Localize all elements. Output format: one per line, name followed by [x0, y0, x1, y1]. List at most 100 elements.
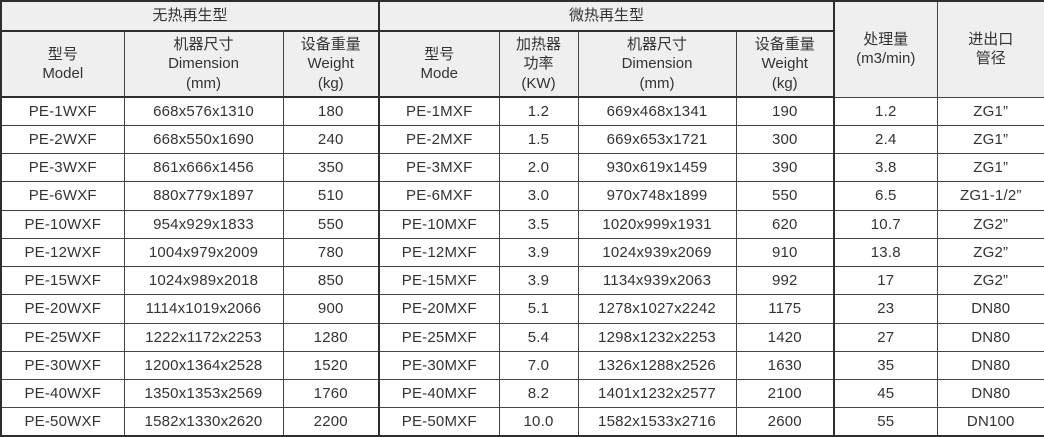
cell-pipe-size: ZG1” [936, 124, 1044, 155]
cell-weight-heatless: 2200 [282, 407, 380, 437]
cell-weight-micro: 620 [735, 209, 835, 239]
table-row: PE-3WXF 861x666x1456 350 PE-3MXF 2.0 930… [0, 152, 1044, 183]
cell-model-heatless: PE-25WXF [0, 322, 125, 352]
group-header-heatless: 无热再生型 [0, 0, 380, 32]
cell-capacity: 55 [833, 407, 938, 437]
cell-dimension-heatless: 954x929x1833 [123, 209, 284, 239]
cell-weight-heatless: 240 [282, 124, 380, 155]
cell-heater-power: 3.5 [498, 209, 579, 239]
cell-capacity: 2.4 [833, 124, 938, 155]
cell-heater-power: 5.1 [498, 294, 579, 324]
table-row: PE-30WXF 1200x1364x2528 1520 PE-30MXF 7.… [0, 350, 1044, 381]
cell-model-heatless: PE-50WXF [0, 407, 125, 437]
cell-model-micro: PE-50MXF [378, 407, 500, 437]
cell-dimension-micro: 1582x1533x2716 [577, 407, 737, 437]
cell-weight-heatless: 180 [282, 96, 380, 126]
cell-pipe-size: DN80 [936, 350, 1044, 381]
cell-heater-power: 5.4 [498, 322, 579, 352]
cell-dimension-micro: 1134x939x2063 [577, 265, 737, 296]
cell-model-heatless: PE-40WXF [0, 378, 125, 409]
cell-weight-micro: 2100 [735, 378, 835, 409]
cell-dimension-micro: 669x468x1341 [577, 96, 737, 126]
cell-model-micro: PE-10MXF [378, 209, 500, 239]
cell-model-micro: PE-1MXF [378, 96, 500, 126]
table-row: PE-2WXF 668x550x1690 240 PE-2MXF 1.5 669… [0, 124, 1044, 155]
cell-dimension-micro: 970x748x1899 [577, 181, 737, 211]
cell-pipe-size: ZG2” [936, 237, 1044, 268]
table-row: PE-10WXF 954x929x1833 550 PE-10MXF 3.5 1… [0, 209, 1044, 239]
cell-weight-heatless: 1280 [282, 322, 380, 352]
cell-model-heatless: PE-12WXF [0, 237, 125, 268]
cell-model-heatless: PE-20WXF [0, 294, 125, 324]
cell-capacity: 45 [833, 378, 938, 409]
cell-dimension-heatless: 668x576x1310 [123, 96, 284, 126]
table-header: 无热再生型 微热再生型 处理量 (m3/min) 进出口 管径 型号 Model… [0, 0, 1044, 98]
cell-weight-heatless: 850 [282, 265, 380, 296]
cell-model-heatless: PE-2WXF [0, 124, 125, 155]
column-header-row: 型号 Model 机器尺寸 Dimension (mm) 设备重量 Weight… [0, 30, 1044, 98]
cell-model-micro: PE-40MXF [378, 378, 500, 409]
cell-dimension-micro: 669x653x1721 [577, 124, 737, 155]
cell-heater-power: 3.9 [498, 237, 579, 268]
cell-model-micro: PE-25MXF [378, 322, 500, 352]
cell-model-heatless: PE-30WXF [0, 350, 125, 381]
cell-pipe-size: DN80 [936, 294, 1044, 324]
table-row: PE-20WXF 1114x1019x2066 900 PE-20MXF 5.1… [0, 294, 1044, 324]
cell-model-heatless: PE-10WXF [0, 209, 125, 239]
cell-dimension-micro: 1298x1232x2253 [577, 322, 737, 352]
group-header-row: 无热再生型 微热再生型 处理量 (m3/min) 进出口 管径 [0, 0, 1044, 98]
cell-model-micro: PE-12MXF [378, 237, 500, 268]
column-header-weight-heatless: 设备重量 Weight (kg) [282, 30, 380, 98]
table-body: PE-1WXF 668x576x1310 180 PE-1MXF 1.2 669… [0, 96, 1044, 437]
cell-weight-micro: 390 [735, 152, 835, 183]
table-row: PE-1WXF 668x576x1310 180 PE-1MXF 1.2 669… [0, 96, 1044, 126]
cell-heater-power: 8.2 [498, 378, 579, 409]
cell-dimension-heatless: 1350x1353x2569 [123, 378, 284, 409]
column-header-model-heatless: 型号 Model [0, 30, 125, 98]
cell-weight-heatless: 350 [282, 152, 380, 183]
table-row: PE-6WXF 880x779x1897 510 PE-6MXF 3.0 970… [0, 181, 1044, 211]
cell-heater-power: 1.5 [498, 124, 579, 155]
cell-dimension-heatless: 668x550x1690 [123, 124, 284, 155]
cell-model-micro: PE-3MXF [378, 152, 500, 183]
cell-capacity: 23 [833, 294, 938, 324]
cell-dimension-micro: 1326x1288x2526 [577, 350, 737, 381]
column-header-capacity: 处理量 (m3/min) [833, 0, 938, 98]
cell-pipe-size: DN80 [936, 322, 1044, 352]
cell-dimension-micro: 1278x1027x2242 [577, 294, 737, 324]
cell-weight-micro: 550 [735, 181, 835, 211]
cell-model-micro: PE-30MXF [378, 350, 500, 381]
cell-capacity: 1.2 [833, 96, 938, 126]
cell-model-heatless: PE-15WXF [0, 265, 125, 296]
cell-dimension-micro: 1024x939x2069 [577, 237, 737, 268]
cell-dimension-heatless: 1222x1172x2253 [123, 322, 284, 352]
cell-heater-power: 1.2 [498, 96, 579, 126]
cell-weight-micro: 1630 [735, 350, 835, 381]
cell-weight-micro: 190 [735, 96, 835, 126]
cell-dimension-heatless: 1200x1364x2528 [123, 350, 284, 381]
cell-weight-heatless: 900 [282, 294, 380, 324]
cell-dimension-heatless: 880x779x1897 [123, 181, 284, 211]
cell-weight-micro: 2600 [735, 407, 835, 437]
cell-weight-micro: 300 [735, 124, 835, 155]
table-row: PE-40WXF 1350x1353x2569 1760 PE-40MXF 8.… [0, 378, 1044, 409]
cell-heater-power: 2.0 [498, 152, 579, 183]
cell-heater-power: 3.9 [498, 265, 579, 296]
cell-capacity: 27 [833, 322, 938, 352]
cell-dimension-heatless: 1114x1019x2066 [123, 294, 284, 324]
cell-model-micro: PE-20MXF [378, 294, 500, 324]
cell-pipe-size: ZG1” [936, 152, 1044, 183]
column-header-dimension-heatless: 机器尺寸 Dimension (mm) [123, 30, 284, 98]
cell-model-heatless: PE-3WXF [0, 152, 125, 183]
cell-capacity: 13.8 [833, 237, 938, 268]
cell-model-micro: PE-2MXF [378, 124, 500, 155]
cell-dimension-micro: 930x619x1459 [577, 152, 737, 183]
cell-weight-heatless: 510 [282, 181, 380, 211]
cell-weight-heatless: 1520 [282, 350, 380, 381]
column-header-model-micro: 型号 Mode [378, 30, 500, 98]
cell-pipe-size: ZG2” [936, 265, 1044, 296]
table-row: PE-25WXF 1222x1172x2253 1280 PE-25MXF 5.… [0, 322, 1044, 352]
column-header-heater-power: 加热器 功率 (KW) [498, 30, 579, 98]
cell-pipe-size: ZG1-1/2” [936, 181, 1044, 211]
